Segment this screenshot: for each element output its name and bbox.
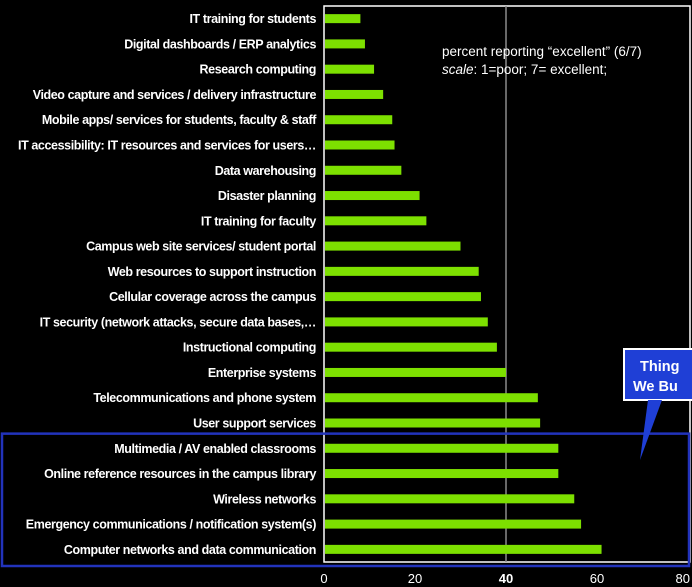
category-label-1: Digital dashboards / ERP analytics <box>124 37 316 51</box>
bar-6 <box>325 165 402 175</box>
annotation-line1: percent reporting “excellent” (6/7) <box>442 44 642 59</box>
category-label-19: Wireless networks <box>213 492 316 506</box>
category-label-20: Emergency communications / notification … <box>26 518 316 532</box>
annotation-scale-word: scale <box>442 62 474 77</box>
category-label-9: Campus web site services/ student portal <box>86 240 316 254</box>
category-label-0: IT training for students <box>189 12 316 26</box>
bar-19 <box>325 494 575 504</box>
bar-7 <box>325 191 420 201</box>
bar-13 <box>325 342 497 352</box>
category-label-3: Video capture and services / delivery in… <box>33 88 317 102</box>
highlight-box <box>0 432 691 568</box>
category-label-15: Telecommunications and phone system <box>93 391 316 405</box>
bar-15 <box>325 393 538 403</box>
bar-12 <box>325 317 488 327</box>
category-label-16: User support services <box>193 417 316 431</box>
bar-21 <box>325 544 602 554</box>
category-label-4: Mobile apps/ services for students, facu… <box>42 113 317 127</box>
bar-10 <box>325 266 479 276</box>
category-label-14: Enterprise systems <box>208 366 317 380</box>
bar-14 <box>325 367 506 377</box>
bar-3 <box>325 89 384 99</box>
category-label-21: Computer networks and data communication <box>64 543 316 557</box>
callout-box: Thing We Bu <box>623 348 692 460</box>
x-tick-label-2: 40 <box>499 571 513 586</box>
bar-9 <box>325 241 461 251</box>
category-label-6: Data warehousing <box>215 164 316 178</box>
category-label-7: Disaster planning <box>218 189 316 203</box>
category-label-10: Web resources to support instruction <box>108 265 316 279</box>
callout-line2: We Bu <box>633 379 678 395</box>
x-tick-label-3: 60 <box>590 571 604 586</box>
bar-11 <box>325 292 481 302</box>
bar-18 <box>325 469 559 479</box>
x-tick-label-1: 20 <box>408 571 422 586</box>
category-label-13: Instructional computing <box>183 341 316 355</box>
bar-8 <box>325 216 427 226</box>
x-tick-label-0: 0 <box>320 571 327 586</box>
annotation-line2: scale: 1=poor; 7= excellent; <box>442 62 607 77</box>
bar-0 <box>325 14 361 24</box>
bar-20 <box>325 519 582 529</box>
x-tick-label-4: 80 <box>676 571 690 586</box>
bar-4 <box>325 115 393 125</box>
category-label-2: Research computing <box>200 63 316 77</box>
plot-frame <box>323 5 691 563</box>
category-label-11: Cellular coverage across the campus <box>109 290 316 304</box>
bar-2 <box>325 64 375 74</box>
category-label-12: IT security (network attacks, secure dat… <box>40 315 316 329</box>
bar-16 <box>325 418 541 428</box>
category-label-8: IT training for faculty <box>201 214 317 228</box>
annotation-scale-text: : 1=poor; 7= excellent; <box>474 62 608 77</box>
bar-5 <box>325 140 395 150</box>
category-label-17: Multimedia / AV enabled classrooms <box>114 442 316 456</box>
bar-17 <box>325 443 559 453</box>
category-label-18: Online reference resources in the campus… <box>44 467 316 481</box>
category-label-5: IT accessibility: IT resources and servi… <box>18 139 316 153</box>
callout-line1: Thing <box>640 359 679 375</box>
bar-1 <box>325 39 365 49</box>
